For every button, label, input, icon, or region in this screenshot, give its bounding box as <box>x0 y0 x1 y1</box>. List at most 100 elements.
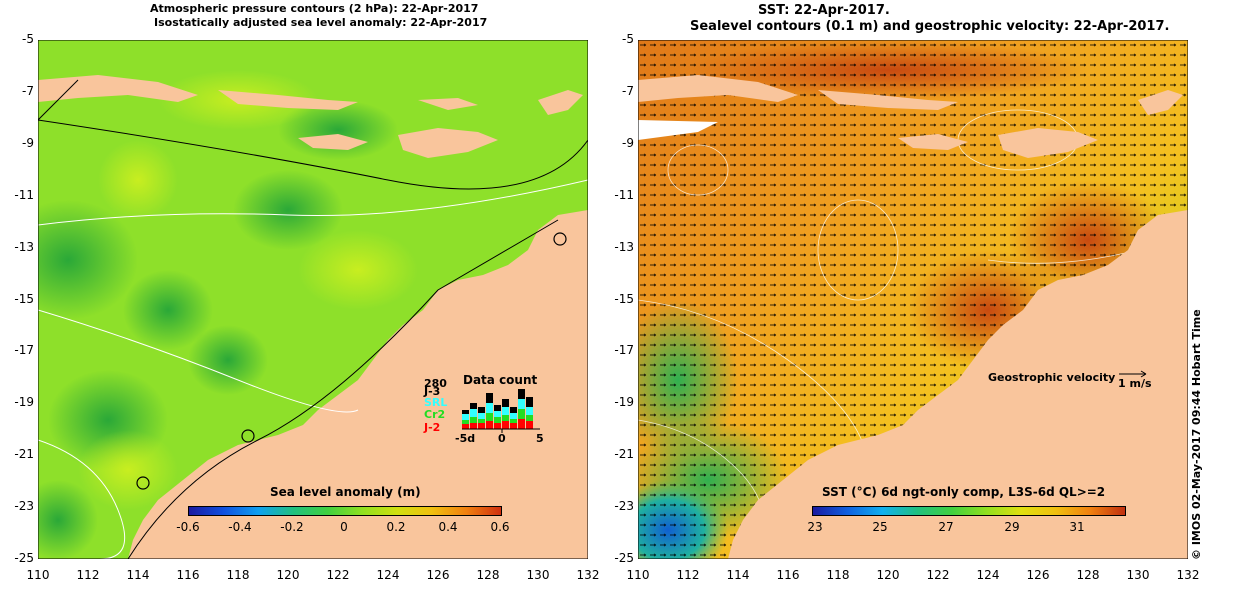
sst-cb-tick: 31 <box>1069 520 1085 534</box>
imos-credit: © IMOS 02-May-2017 09:44 Hobart Time <box>1190 309 1203 560</box>
timor-island <box>398 128 498 158</box>
x-tick-label: 116 <box>176 568 200 582</box>
y-tick-label: -19 <box>14 395 34 410</box>
sat-j3-label: J-3 <box>424 385 441 398</box>
velocity-legend-label: Geostrophic velocity <box>988 371 1116 384</box>
sla-colorbar <box>188 506 502 516</box>
y-tick-label: -13 <box>614 239 634 254</box>
data-count-histogram <box>462 389 540 433</box>
x-tick-label: 110 <box>626 568 650 582</box>
sat-srl-label: SRL <box>424 396 448 409</box>
data-count-axis-start: -5d <box>455 432 476 445</box>
x-tick-label: 122 <box>326 568 350 582</box>
tanimbar-islands <box>1138 90 1183 115</box>
x-tick-label: 118 <box>826 568 850 582</box>
sla-cb-tick: 0.4 <box>438 520 458 534</box>
tanimbar-islands <box>538 90 583 115</box>
x-tick-label: 124 <box>376 568 400 582</box>
y-tick-label: -15 <box>614 291 634 306</box>
data-count-axis-end: 5 <box>536 432 544 445</box>
sla-cb-tick: -0.6 <box>176 520 200 534</box>
x-tick-label: 132 <box>1176 568 1200 582</box>
sst-cb-tick: 23 <box>807 520 823 534</box>
sea-level-anomaly-map <box>38 40 588 559</box>
x-tick-label: 112 <box>76 568 100 582</box>
sat-cr2-label: Cr2 <box>424 408 446 421</box>
x-tick-label: 128 <box>1076 568 1100 582</box>
data-count-max: 280 <box>424 377 447 390</box>
y-tick-label: -21 <box>614 447 634 462</box>
sst-cb-tick: 27 <box>938 520 954 534</box>
lesser-sunda-islands <box>218 90 358 110</box>
x-tick-label: 116 <box>776 568 800 582</box>
sla-anomaly-blobs <box>38 70 418 559</box>
x-tick-label: 120 <box>876 568 900 582</box>
java-island <box>38 75 198 102</box>
x-tick-label: 130 <box>1126 568 1150 582</box>
sla-cb-tick: -0.2 <box>280 520 304 534</box>
right-title-line2: Sealevel contours (0.1 m) and geostrophi… <box>690 19 1170 34</box>
left-map-title: Atmospheric pressure contours (2 hPa): 2… <box>150 2 487 30</box>
x-tick-label: 126 <box>1026 568 1050 582</box>
sla-cb-tick: 0 <box>340 520 348 534</box>
y-tick-label: -7 <box>22 83 34 98</box>
flores-island <box>418 98 478 110</box>
y-tick-label: -17 <box>614 343 634 358</box>
right-title-line1: SST: 22-Apr-2017. <box>758 3 890 18</box>
x-tick-label: 124 <box>976 568 1000 582</box>
tide-gauge-marker[interactable] <box>136 476 150 490</box>
java-island <box>638 75 798 102</box>
y-tick-label: -23 <box>14 499 34 514</box>
shelf-contour-line <box>38 119 588 190</box>
x-tick-label: 112 <box>676 568 700 582</box>
y-tick-label: -11 <box>14 187 34 202</box>
y-tick-label: -9 <box>22 135 34 150</box>
x-tick-label: 126 <box>426 568 450 582</box>
left-title-line2: Isostatically adjusted sea level anomaly… <box>154 16 488 29</box>
velocity-scale-label: 1 m/s <box>1118 377 1152 390</box>
x-tick-label: 114 <box>126 568 150 582</box>
y-tick-label: -25 <box>614 551 634 565</box>
sla-cb-tick: 0.6 <box>490 520 510 534</box>
y-tick-label: -7 <box>622 83 634 98</box>
x-tick-label: 118 <box>226 568 250 582</box>
y-tick-label: -25 <box>14 551 34 565</box>
y-tick-label: -23 <box>614 499 634 514</box>
sst-cb-tick: 25 <box>872 520 888 534</box>
x-tick-label: 122 <box>926 568 950 582</box>
x-tick-label: 128 <box>476 568 500 582</box>
cloud-gap <box>638 120 718 140</box>
sst-cb-tick: 29 <box>1004 520 1020 534</box>
y-tick-label: -9 <box>622 135 634 150</box>
y-tick-label: -17 <box>14 343 34 358</box>
coastal-contour-line <box>127 219 559 559</box>
y-tick-label: -21 <box>14 447 34 462</box>
x-tick-label: 130 <box>526 568 550 582</box>
sla-colorbar-title: Sea level anomaly (m) <box>270 485 421 499</box>
sumba-island <box>898 134 968 150</box>
y-tick-label: -15 <box>14 291 34 306</box>
pressure-contours <box>38 179 588 559</box>
y-tick-label: -11 <box>614 187 634 202</box>
y-tick-label: -5 <box>622 32 634 46</box>
australia-landmass <box>728 210 1188 559</box>
sat-j2-label: J-2 <box>424 421 441 434</box>
y-tick-label: -19 <box>614 395 634 410</box>
timor-island <box>998 128 1098 158</box>
x-tick-label: 132 <box>576 568 600 582</box>
sst-colorbar-title: SST (°C) 6d ngt-only comp, L3S-6d QL>=2 <box>822 485 1106 499</box>
australia-landmass <box>128 210 588 559</box>
sealevel-contours <box>638 109 1139 559</box>
tide-gauge-marker[interactable] <box>241 429 255 443</box>
left-title-line1: Atmospheric pressure contours (2 hPa): 2… <box>150 2 479 15</box>
velocity-scale-arrow-icon <box>1119 370 1147 378</box>
sumba-island <box>298 134 368 150</box>
tide-gauge-marker[interactable] <box>553 232 567 246</box>
sla-cb-tick: -0.4 <box>228 520 252 534</box>
x-tick-label: 114 <box>726 568 750 582</box>
y-tick-label: -13 <box>14 239 34 254</box>
x-tick-label: 120 <box>276 568 300 582</box>
data-count-title: Data count <box>463 373 538 387</box>
y-tick-label: -5 <box>22 32 34 46</box>
sst-colorbar <box>812 506 1126 516</box>
